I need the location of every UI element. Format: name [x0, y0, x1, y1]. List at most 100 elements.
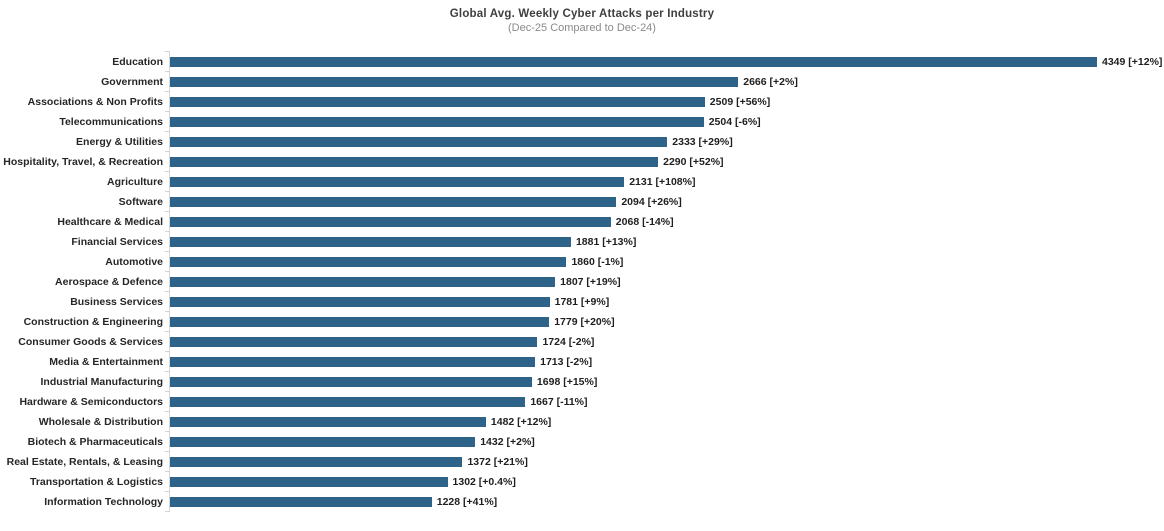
value-label: 1881 [+13%]	[575, 236, 637, 248]
chart-row: Aerospace & Defence 1807 [+19%]	[0, 271, 1164, 292]
bar	[170, 97, 705, 107]
value-label: 1372 [+21%]	[467, 456, 528, 468]
bar-zone: 1779 [+20%]	[165, 311, 1164, 332]
category-label: Education	[112, 56, 163, 68]
chart-row: Agriculture 2131 [+108%]	[0, 171, 1164, 192]
category-label: Automotive	[105, 256, 163, 268]
chart-row: Associations & Non Profits 2509 [+56%]	[0, 91, 1164, 112]
bar-zone: 1698 [+15%]	[165, 371, 1164, 392]
bar	[170, 317, 550, 327]
chart-title: Global Avg. Weekly Cyber Attacks per Ind…	[449, 8, 715, 20]
bar	[170, 357, 536, 367]
bar	[170, 157, 659, 167]
chart-row: Wholesale & Distribution 1482 [+12%]	[0, 411, 1164, 432]
chart-title-block: Global Avg. Weekly Cyber Attacks per Ind…	[0, 8, 1164, 34]
chart-row: Transportation & Logistics 1302 [+0.4%]	[0, 471, 1164, 492]
value-label: 1724 [-2%]	[542, 336, 595, 348]
chart-row: Telecommunications 2504 [-6%]	[0, 111, 1164, 132]
bar-zone: 2333 [+29%]	[165, 131, 1164, 152]
bar	[170, 177, 625, 187]
category-label: Construction & Engineering	[23, 316, 163, 328]
bar-zone: 1724 [-2%]	[165, 331, 1164, 352]
bar-zone: 2509 [+56%]	[165, 91, 1164, 112]
value-label: 2131 [+108%]	[629, 176, 696, 188]
bar-zone: 1781 [+9%]	[165, 291, 1164, 312]
bar	[170, 497, 432, 507]
bar-zone: 1372 [+21%]	[165, 451, 1164, 472]
bar-zone: 4349 [+12%]	[165, 51, 1164, 72]
category-label: Real Estate, Rentals, & Leasing	[6, 456, 163, 468]
value-label: 1228 [+41%]	[436, 496, 498, 508]
category-label: Software	[118, 196, 163, 208]
chart-row: Hospitality, Travel, & Recreation 2290 [+…	[0, 151, 1164, 172]
plot-area: Education 4349 [+12%] Government 2666 [+2%]…	[0, 51, 1164, 512]
bar	[170, 77, 739, 87]
category-label: Transportation & Logistics	[29, 476, 163, 488]
value-label: 2094 [+26%]	[621, 196, 682, 208]
category-label: Hospitality, Travel, & Recreation	[3, 156, 163, 168]
bar-zone: 1228 [+41%]	[165, 491, 1164, 512]
chart-row: Hardware & Semiconductors 1667 [-11%]	[0, 391, 1164, 412]
chart-row: Construction & Engineering 1779 [+20%]	[0, 311, 1164, 332]
value-label: 2509 [+56%]	[709, 96, 771, 108]
bar-zone: 1860 [-1%]	[165, 251, 1164, 272]
category-label: Hardware & Semiconductors	[19, 396, 163, 408]
chart-row: Education 4349 [+12%]	[0, 51, 1164, 72]
value-label: 1302 [+0.4%]	[452, 476, 516, 488]
value-label: 1779 [+20%]	[554, 316, 615, 328]
bar	[170, 337, 538, 347]
category-label: Energy & Utilities	[76, 136, 163, 148]
bar	[170, 377, 532, 387]
bar-zone: 1432 [+2%]	[165, 431, 1164, 452]
bar-zone: 2131 [+108%]	[165, 171, 1164, 192]
chart-row: Automotive 1860 [-1%]	[0, 251, 1164, 272]
bar	[170, 477, 448, 487]
value-label: 2504 [-6%]	[708, 116, 761, 128]
bar-zone: 1807 [+19%]	[165, 271, 1164, 292]
chart-row: Healthcare & Medical 2068 [-14%]	[0, 211, 1164, 232]
bar-zone: 2504 [-6%]	[165, 111, 1164, 132]
value-label: 4349 [+12%]	[1102, 56, 1163, 68]
value-label: 1807 [+19%]	[560, 276, 621, 288]
bar-zone: 2666 [+2%]	[165, 71, 1164, 92]
chart-row: Industrial Manufacturing 1698 [+15%]	[0, 371, 1164, 392]
category-label: Agriculture	[106, 176, 163, 188]
category-label: Associations & Non Profits	[27, 96, 163, 108]
value-label: 1713 [-2%]	[540, 356, 593, 368]
bar	[170, 137, 668, 147]
chart-row: Software 2094 [+26%]	[0, 191, 1164, 212]
value-label: 1860 [-1%]	[571, 256, 624, 268]
category-label: Consumer Goods & Services	[18, 336, 163, 348]
value-label: 1698 [+15%]	[536, 376, 598, 388]
category-label: Telecommunications	[59, 116, 163, 128]
value-label: 1667 [-11%]	[530, 396, 588, 408]
category-label: Business Services	[70, 296, 163, 308]
bar-zone: 1713 [-2%]	[165, 351, 1164, 372]
bar	[170, 457, 463, 467]
category-label: Aerospace & Defence	[55, 276, 163, 288]
category-label: Biotech & Pharmaceuticals	[27, 436, 163, 448]
bar	[170, 397, 526, 407]
chart-row: Consumer Goods & Services 1724 [-2%]	[0, 331, 1164, 352]
bar	[170, 197, 617, 207]
bar	[170, 437, 476, 447]
bar	[170, 217, 611, 227]
bar-zone: 1482 [+12%]	[165, 411, 1164, 432]
value-label: 1482 [+12%]	[490, 416, 552, 428]
bar	[170, 277, 556, 287]
bar-zone: 2068 [-14%]	[165, 211, 1164, 232]
bar	[170, 117, 704, 127]
chart-row: Real Estate, Rentals, & Leasing 1372 [+21…	[0, 451, 1164, 472]
bar	[170, 297, 550, 307]
category-label: Government	[101, 76, 163, 88]
chart-row: Information Technology 1228 [+41%]	[0, 491, 1164, 512]
bar-zone: 2094 [+26%]	[165, 191, 1164, 212]
category-label: Financial Services	[71, 236, 163, 248]
bar-zone: 1302 [+0.4%]	[165, 471, 1164, 492]
value-label: 1432 [+2%]	[480, 436, 535, 448]
value-label: 2666 [+2%]	[743, 76, 798, 88]
chart-subtitle: (Dec-25 Compared to Dec-24)	[508, 22, 656, 34]
bar-zone: 1881 [+13%]	[165, 231, 1164, 252]
category-label: Information Technology	[44, 496, 163, 508]
